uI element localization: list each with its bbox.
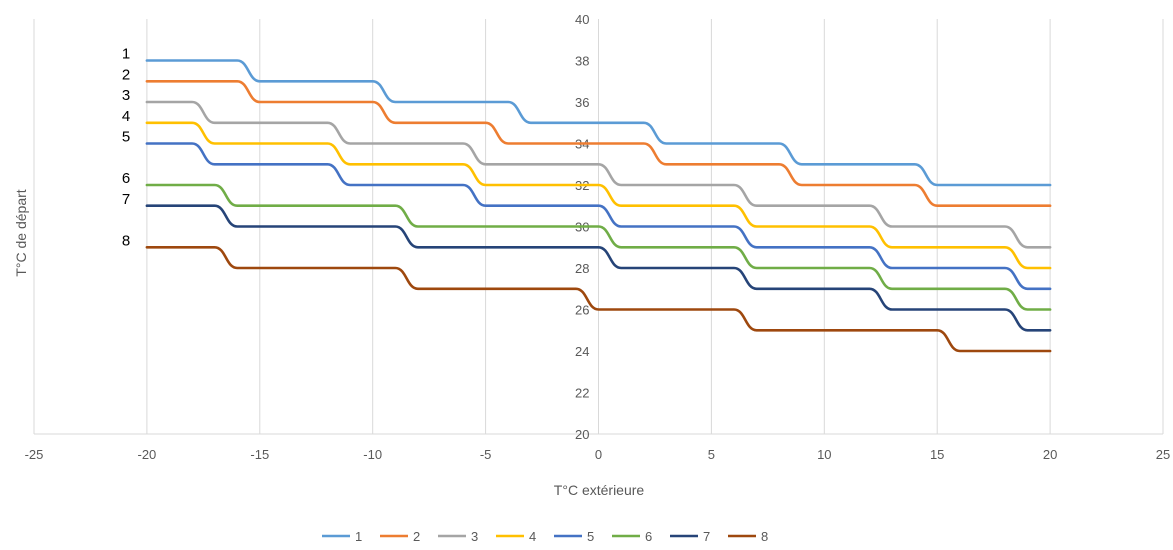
legend-label-8: 8	[761, 529, 768, 544]
x-tick-label: -20	[138, 447, 157, 462]
legend-label-1: 1	[355, 529, 362, 544]
x-tick-label: 10	[817, 447, 831, 462]
legend-label-2: 2	[413, 529, 420, 544]
curve-label-3: 3	[122, 87, 130, 104]
series-lines	[145, 59, 1052, 353]
y-tick-label: 22	[575, 386, 589, 401]
x-tick-label: 0	[595, 447, 602, 462]
y-tick-label: 36	[575, 95, 589, 110]
x-tick-label: -5	[480, 447, 492, 462]
series-line-6	[145, 183, 1052, 311]
y-tick-label: 26	[575, 303, 589, 318]
x-tick-label: 5	[708, 447, 715, 462]
x-axis-ticks: -25 -20 -15 -10 -5 0 5 10 15 20 25	[25, 447, 1171, 462]
x-tick-label: -10	[363, 447, 382, 462]
curve-label-7: 7	[122, 191, 130, 208]
x-tick-label: -15	[250, 447, 269, 462]
x-tick-label: 20	[1043, 447, 1057, 462]
y-axis-title: T°C de départ	[13, 189, 29, 276]
x-tick-label: 15	[930, 447, 944, 462]
curve-label-1: 1	[122, 46, 130, 63]
legend: 1 2 3 4 5 6 7 8	[322, 529, 768, 544]
curve-label-4: 4	[122, 108, 130, 125]
x-tick-label: -25	[25, 447, 44, 462]
series-line-4	[145, 121, 1052, 270]
curve-label-2: 2	[122, 66, 130, 83]
x-axis-title: T°C extérieure	[554, 482, 645, 498]
series-line-8	[145, 246, 1052, 353]
x-tick-label: 25	[1156, 447, 1170, 462]
legend-label-6: 6	[645, 529, 652, 544]
legend-label-4: 4	[529, 529, 536, 544]
legend-label-5: 5	[587, 529, 594, 544]
y-tick-label: 38	[575, 54, 589, 69]
curve-label-5: 5	[122, 129, 130, 146]
curve-label-8: 8	[122, 232, 130, 249]
curve-label-6: 6	[122, 170, 130, 187]
legend-label-7: 7	[703, 529, 710, 544]
y-tick-label: 28	[575, 261, 589, 276]
legend-label-3: 3	[471, 529, 478, 544]
y-tick-label: 20	[575, 427, 589, 442]
series-line-7	[145, 204, 1052, 332]
series-line-3	[145, 100, 1052, 249]
curve-labels: 1 2 3 4 5 6 7 8	[122, 46, 130, 250]
series-line-2	[145, 80, 1052, 207]
y-tick-label: 40	[575, 12, 589, 27]
series-line-5	[145, 142, 1052, 291]
series-line-1	[145, 59, 1052, 187]
y-tick-label: 24	[575, 344, 589, 359]
